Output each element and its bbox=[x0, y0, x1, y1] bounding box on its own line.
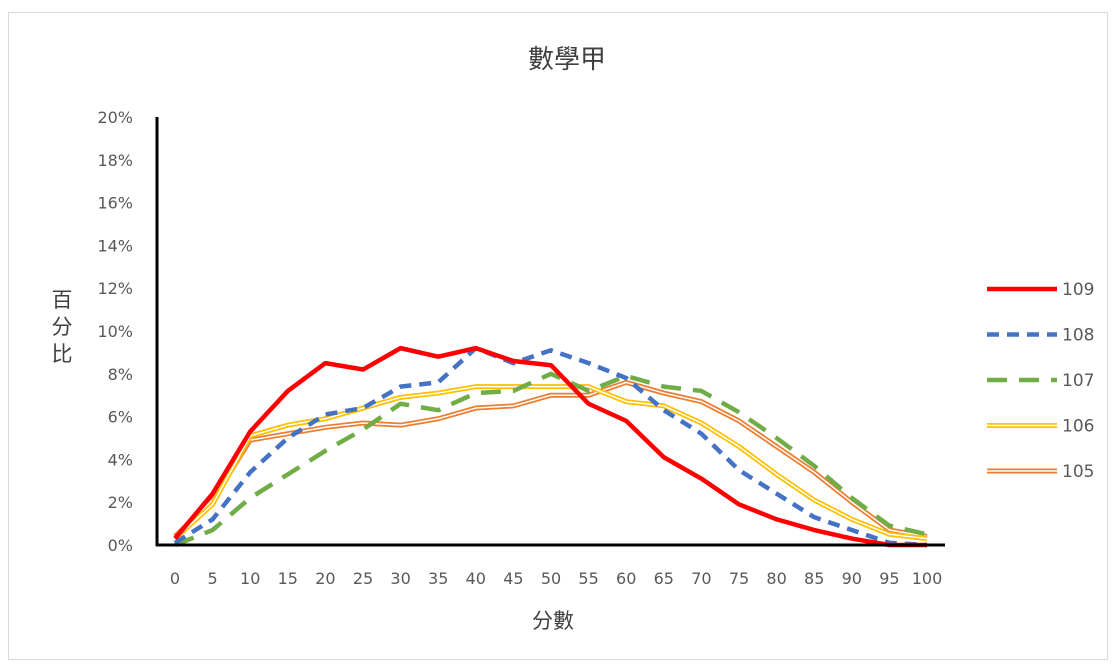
chart-frame bbox=[8, 12, 1108, 660]
y-tick-label: 0% bbox=[108, 536, 133, 555]
x-tick-label: 80 bbox=[766, 569, 786, 588]
y-axis-title-char: 比 bbox=[52, 342, 73, 366]
y-tick-label: 18% bbox=[97, 151, 133, 170]
x-tick-label: 50 bbox=[541, 569, 561, 588]
x-tick-label: 35 bbox=[428, 569, 448, 588]
x-tick-label: 100 bbox=[912, 569, 943, 588]
x-axis-ticks: 0 5 10 15 20 25 30 35 40 45 50 55 60 65 70 75 80 85 90 95 10… bbox=[170, 569, 942, 588]
chart-title: 數學甲 bbox=[528, 45, 606, 75]
x-tick-label: 20 bbox=[315, 569, 335, 588]
axes bbox=[155, 117, 945, 547]
series-109 bbox=[173, 345, 927, 548]
legend-label: 108 bbox=[1062, 326, 1094, 346]
x-tick-label: 65 bbox=[654, 569, 674, 588]
series-line bbox=[173, 345, 928, 548]
y-tick-label: 12% bbox=[97, 279, 133, 298]
y-tick-label: 16% bbox=[97, 194, 133, 213]
x-tick-label: 30 bbox=[390, 569, 410, 588]
x-tick-label: 45 bbox=[503, 569, 523, 588]
x-tick-label: 40 bbox=[466, 569, 486, 588]
legend-item-107: 107 bbox=[987, 371, 1094, 391]
legend-label: 106 bbox=[1062, 417, 1094, 437]
series-line-inner bbox=[174, 385, 928, 540]
x-tick-label: 95 bbox=[879, 569, 899, 588]
x-tick-label: 90 bbox=[842, 569, 862, 588]
legend-label: 105 bbox=[1062, 462, 1094, 482]
y-axis-ticks: 0% 2% 4% 6% 8% 10% 12% 14% 16% 18% 20% bbox=[97, 108, 133, 555]
y-tick-label: 20% bbox=[97, 108, 133, 127]
legend-item-109: 109 bbox=[987, 280, 1094, 300]
x-axis-title: 分數 bbox=[532, 609, 574, 633]
series-108 bbox=[173, 345, 928, 548]
legend: 109 108 107 106 105 bbox=[987, 280, 1094, 482]
y-axis-title: 百分比 bbox=[52, 288, 73, 366]
y-tick-label: 8% bbox=[108, 365, 133, 384]
series-line-inner bbox=[174, 381, 928, 538]
x-tick-label: 0 bbox=[170, 569, 180, 588]
y-tick-label: 14% bbox=[97, 236, 133, 255]
y-axis-title-char: 分 bbox=[52, 315, 73, 339]
series-105 bbox=[173, 379, 928, 539]
series-line bbox=[174, 371, 928, 548]
legend-item-105: 105 bbox=[987, 462, 1094, 482]
y-axis-title-char: 百 bbox=[52, 288, 73, 312]
x-tick-label: 15 bbox=[278, 569, 298, 588]
legend-label: 109 bbox=[1062, 280, 1094, 300]
y-tick-label: 2% bbox=[108, 493, 133, 512]
series-line-outer bbox=[173, 379, 928, 539]
x-tick-label: 60 bbox=[616, 569, 636, 588]
x-tick-label: 70 bbox=[691, 569, 711, 588]
y-tick-label: 10% bbox=[97, 322, 133, 341]
x-tick-label: 55 bbox=[578, 569, 598, 588]
x-tick-label: 5 bbox=[208, 569, 218, 588]
legend-label: 107 bbox=[1062, 371, 1094, 391]
y-tick-label: 6% bbox=[108, 408, 133, 427]
series-106 bbox=[173, 384, 928, 542]
legend-item-106: 106 bbox=[987, 417, 1094, 437]
x-tick-label: 85 bbox=[804, 569, 824, 588]
series-107 bbox=[174, 371, 928, 548]
x-tick-label: 10 bbox=[240, 569, 260, 588]
series-lines bbox=[173, 345, 928, 548]
series-line bbox=[173, 345, 927, 548]
y-tick-label: 4% bbox=[108, 450, 133, 469]
legend-item-108: 108 bbox=[987, 326, 1094, 346]
x-tick-label: 75 bbox=[729, 569, 749, 588]
x-tick-label: 25 bbox=[353, 569, 373, 588]
